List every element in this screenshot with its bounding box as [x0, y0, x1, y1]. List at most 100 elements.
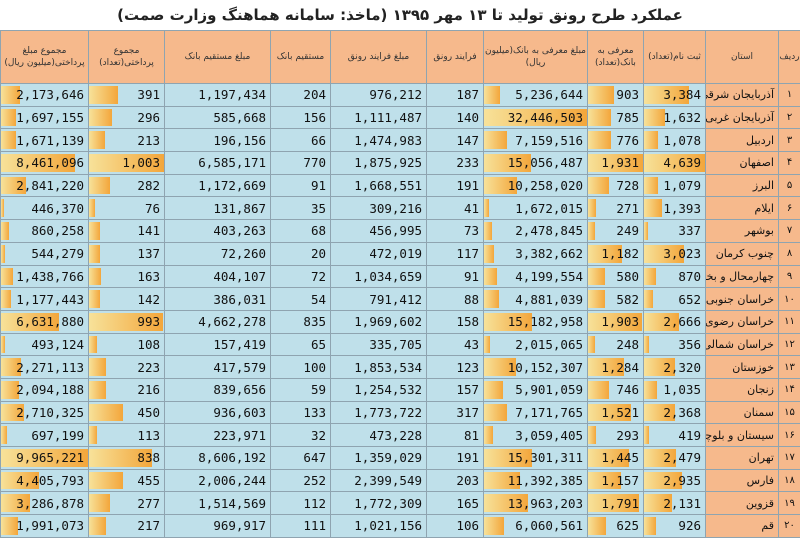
cell-bank-direct-amount-value: 2,006,244 [198, 473, 266, 489]
cell-total-amount: 1,991,073 [0, 514, 89, 538]
cell-referred-amount-value: 15,182,958 [507, 314, 583, 330]
table-row: 1,438,766 163 404,107 72 1,034,659 91 4,199,55… [0, 264, 800, 289]
data-bar [588, 131, 611, 150]
data-bar [484, 471, 521, 490]
cell-row-number: ۸ [778, 241, 800, 266]
cell-process-value: 117 [456, 246, 479, 262]
cell-process-value: 106 [456, 518, 479, 534]
cell-bank-direct-value: 65 [310, 336, 326, 352]
data-bar [1, 176, 27, 195]
cell-process: 73 [426, 219, 484, 243]
data-bar [1, 86, 21, 104]
cell-referred-amount-value: 10,152,307 [507, 359, 583, 375]
cell-bank-direct-value: 100 [303, 359, 326, 375]
data-bar [484, 494, 529, 513]
cell-row-number-value: ۹ [786, 270, 793, 282]
cell-bank-direct-amount: 417,579 [164, 355, 271, 379]
cell-referred-amount: 11,392,385 [483, 468, 588, 493]
cell-referred-value: 776 [616, 132, 639, 148]
cell-registered-value: 870 [678, 268, 701, 284]
cell-total-count-value: 76 [144, 200, 160, 216]
cell-referred-value: 785 [616, 110, 639, 126]
cell-process-value: 191 [456, 450, 479, 466]
cell-total-amount: 2,094,188 [0, 377, 89, 402]
cell-row-number: ۱ [778, 83, 800, 107]
cell-bank-direct-amount-value: 585,668 [213, 110, 266, 126]
cell-province: خراسان شمالی [705, 332, 779, 357]
cell-process: 317 [426, 400, 484, 425]
data-bar [588, 494, 640, 513]
cell-registered: 1,079 [643, 173, 706, 198]
cell-referred-amount: 5,901,059 [483, 377, 588, 402]
cell-bank-direct-amount-value: 1,514,569 [198, 495, 266, 511]
data-bar [588, 290, 605, 308]
cell-registered-value: 1,035 [663, 382, 701, 398]
cell-registered-value: 419 [678, 427, 701, 443]
cell-province-value: خراسان رضوی [705, 315, 775, 329]
cell-total-amount-value: 446,370 [31, 200, 84, 216]
cell-row-number: ۱۹ [778, 491, 800, 516]
cell-row-number-value: ۱ [786, 89, 793, 101]
cell-registered: 3,023 [643, 241, 706, 266]
cell-referred-amount-value: 1,672,015 [515, 200, 583, 216]
cell-total-amount-value: 6,631,880 [16, 314, 84, 330]
cell-process-value: 140 [456, 110, 479, 126]
cell-total-count: 1,003 [88, 151, 165, 175]
cell-process: 117 [426, 241, 484, 266]
cell-referred: 785 [587, 105, 644, 130]
header-process-amount: مبلغ فرایند رونق [330, 30, 427, 84]
table-row: 2,173,646 391 1,197,434 204 976,212 187 5,236,… [0, 83, 800, 107]
data-bar [1, 335, 6, 354]
cell-row-number: ۲ [778, 105, 800, 130]
cell-row-number-value: ۶ [786, 202, 793, 214]
cell-total-amount-value: 1,671,139 [16, 132, 84, 148]
cell-registered: 337 [643, 219, 706, 243]
cell-referred-amount: 2,478,845 [483, 219, 588, 243]
cell-bank-direct: 252 [270, 468, 331, 493]
data-bar [89, 131, 105, 150]
cell-referred: 1,791 [587, 491, 644, 516]
cell-row-number: ۱۱ [778, 309, 800, 334]
data-bar [644, 517, 657, 535]
table-row: 493,124 108 157,419 65 335,705 43 2,015,065 248… [0, 332, 800, 357]
cell-referred-amount-value: 10,258,020 [507, 178, 583, 194]
cell-referred-value: 625 [616, 518, 639, 534]
data-bar [1, 403, 25, 422]
cell-bank-direct-amount-value: 839,656 [213, 382, 266, 398]
cell-registered: 2,131 [643, 491, 706, 516]
cell-registered: 4,639 [643, 151, 706, 175]
cell-bank-direct-amount-value: 1,172,669 [198, 178, 266, 194]
cell-province: خراسان رضوی [705, 309, 779, 334]
cell-registered: 1,393 [643, 196, 706, 221]
cell-referred: 1,931 [587, 151, 644, 175]
cell-referred-amount: 32,446,503 [483, 105, 588, 130]
cell-process: 191 [426, 173, 484, 198]
data-bar [588, 244, 622, 263]
data-bar [1, 449, 88, 467]
cell-province: چنوب کرمان [705, 241, 779, 266]
cell-referred: 580 [587, 264, 644, 289]
data-bar [1, 222, 9, 240]
cell-province: فارس [705, 468, 779, 493]
cell-total-count: 838 [88, 446, 165, 470]
cell-process-amount: 1,034,659 [330, 264, 427, 289]
cell-province: آذربایجان شرقی [705, 83, 779, 107]
cell-province-value: قزوین [745, 496, 774, 510]
cell-registered-value: 2,935 [663, 473, 701, 489]
data-bar [89, 494, 110, 513]
cell-bank-direct-amount: 386,031 [164, 287, 271, 311]
cell-registered: 2,666 [643, 309, 706, 334]
cell-row-number-value: ۳ [786, 134, 793, 146]
header-row-number: ردیف [778, 30, 800, 84]
cell-row-number: ۱۵ [778, 400, 800, 425]
cell-referred-amount-value: 5,236,644 [515, 87, 583, 103]
cell-registered-value: 356 [678, 336, 701, 352]
cell-process-amount: 1,474,983 [330, 128, 427, 153]
cell-bank-direct: 133 [270, 400, 331, 425]
cell-referred-amount: 2,015,065 [483, 332, 588, 357]
cell-referred: 728 [587, 173, 644, 198]
cell-total-count: 993 [88, 309, 165, 334]
cell-referred: 271 [587, 196, 644, 221]
cell-referred-value: 271 [616, 200, 639, 216]
cell-province: تهران [705, 446, 779, 470]
